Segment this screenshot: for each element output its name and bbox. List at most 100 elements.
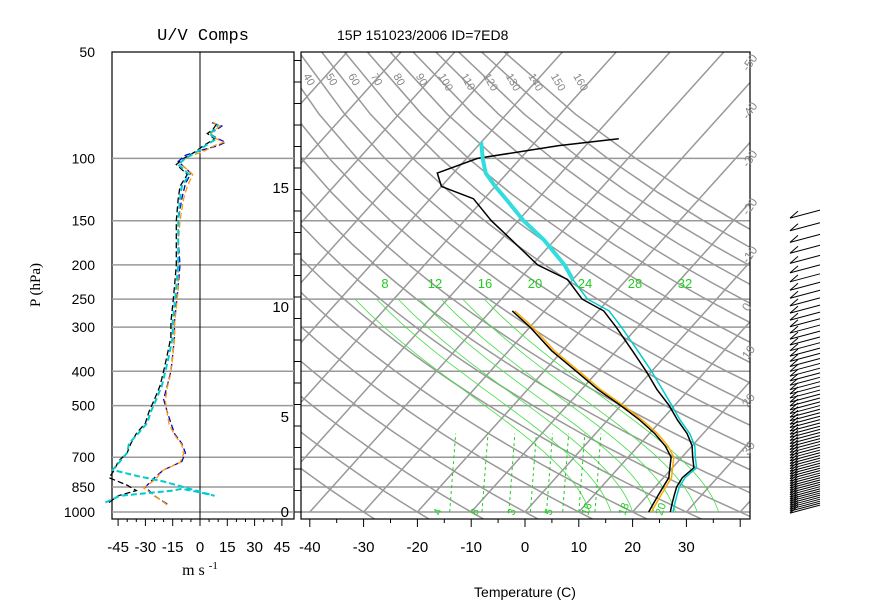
skewt-isotherm	[416, 141, 750, 513]
skewt-x-axis-label: Temperature (C)	[474, 584, 576, 600]
skewt-mixing-ratio-label: 16	[580, 501, 595, 517]
wind-barb	[789, 498, 821, 508]
skewt-theta-label: 100	[435, 72, 455, 94]
skewt-dry-adiabat	[301, 190, 750, 494]
wind-barb-feather	[789, 416, 799, 425]
skewt-moist-adiabat	[419, 298, 655, 513]
wind-barb-feather	[789, 386, 799, 395]
skewt-thetae-label: 24	[578, 276, 592, 291]
skewt-moist-adiabat	[376, 298, 612, 513]
wind-barb	[789, 367, 821, 377]
uv-pressure-tick-label: 500	[72, 398, 96, 414]
skewt-dry-adiabat	[412, 52, 750, 305]
skewt-isotherm	[470, 201, 750, 513]
uv-series-line	[104, 123, 220, 504]
uv-pressure-tick-label: 200	[72, 257, 96, 273]
skewt-mixing-ratio-label: 5	[543, 507, 556, 517]
wind-barb	[789, 481, 821, 491]
wind-barb-feather	[789, 471, 799, 480]
wind-barb	[789, 504, 821, 514]
wind-barb	[789, 273, 821, 283]
skewt-mixing-ratio-line	[578, 433, 586, 513]
wind-barb	[789, 264, 821, 274]
wind-barb	[789, 401, 821, 411]
skewt-isotherm	[309, 52, 725, 513]
skewt-thetae-label: 20	[528, 276, 542, 291]
skewt-dry-adiabat	[389, 52, 750, 324]
skewt-isotherm	[301, 52, 348, 105]
wind-barb-feather	[789, 319, 799, 328]
wind-barb-feather	[789, 489, 799, 498]
wind-barb	[789, 318, 821, 328]
skewt-x-tick-label: -20	[407, 539, 429, 556]
wind-barb-feather	[789, 364, 799, 372]
skewt-dry-adiabat	[301, 223, 750, 518]
wind-barb	[789, 472, 821, 482]
skewt-isotherm-label: 20	[739, 390, 758, 409]
skewt-dry-adiabat	[301, 467, 376, 519]
wind-barb-feather	[789, 505, 799, 514]
wind-barb-feather	[789, 499, 799, 508]
wind-barb	[789, 304, 821, 314]
wind-barb	[789, 488, 821, 498]
skewt-isotherm	[301, 52, 671, 464]
skewt-x-tick-label: 30	[678, 539, 695, 556]
wind-barb-feather	[789, 265, 799, 274]
wind-barb	[789, 385, 821, 395]
skewt-series-line	[436, 138, 695, 513]
skewt-gridlines	[301, 52, 750, 519]
uv-x-tick-label: 15	[219, 539, 236, 556]
skewt-isotherm-label: 30	[739, 438, 758, 457]
skewt-theta-label: 80	[390, 72, 407, 89]
skewt-x-tick-label: -40	[299, 539, 321, 556]
skewt-isotherm	[301, 52, 617, 404]
wind-barb	[789, 490, 821, 500]
skewt-dry-adiabat	[301, 53, 750, 405]
uv-gridlines	[112, 52, 294, 519]
skewt-mixing-ratio-line	[449, 433, 457, 513]
skewt-theta-label: 70	[368, 72, 385, 89]
skewt-dry-adiabat	[301, 360, 540, 519]
skewt-mixing-ratio-line	[546, 433, 554, 513]
uv-x-tick-label: -45	[107, 539, 129, 556]
skewt-series-line	[572, 279, 698, 513]
uv-x-tick-label: 30	[246, 539, 263, 556]
wind-barb	[789, 474, 821, 484]
skewt-moist-adiabat	[397, 298, 633, 513]
wind-barb-feather	[789, 420, 799, 429]
wind-barb-feather	[789, 312, 799, 321]
wind-barb-feather	[789, 398, 799, 407]
skewt-dry-adiabat	[301, 122, 750, 449]
uv-x-tick-label: -15	[162, 539, 184, 556]
wind-barb-feather	[789, 495, 799, 504]
wind-barb	[789, 352, 821, 362]
uv-pressure-tick-label: 300	[72, 319, 96, 335]
wind-barb	[789, 330, 821, 340]
wind-barb-feather	[789, 409, 799, 418]
skewt-mixing-ratio-line	[562, 433, 570, 513]
wind-barb-feather	[789, 491, 799, 500]
wind-barb	[789, 484, 821, 493]
wind-barb-feather	[789, 497, 799, 506]
wind-barb-feather	[789, 373, 799, 382]
wind-barb-feather	[789, 461, 799, 470]
uv-x-ticks: -45 -30 -15 0 15 30 45	[107, 519, 290, 556]
wind-barb-feather	[789, 493, 799, 502]
uv-pressure-tick-label: 400	[72, 363, 96, 379]
wind-barb-feather	[789, 450, 799, 459]
skewt-left-ticks: 0 5 10 15	[272, 60, 301, 521]
uv-pressure-tick-label: 150	[72, 213, 96, 229]
skewt-mixing-ratio-label: 18	[617, 501, 632, 517]
skewt-isotherm-label: -50	[739, 51, 761, 74]
wind-barb-feather	[789, 503, 799, 512]
skewt-x-tick-label: 0	[521, 539, 529, 556]
wind-barb-feather	[789, 305, 799, 314]
wind-barb	[789, 222, 821, 232]
wind-barb	[789, 502, 821, 512]
wind-barb-feather	[789, 377, 799, 386]
wind-barb	[789, 381, 821, 391]
wind-barb-feather	[789, 274, 799, 283]
skewt-left-tick-label: 10	[272, 299, 289, 316]
